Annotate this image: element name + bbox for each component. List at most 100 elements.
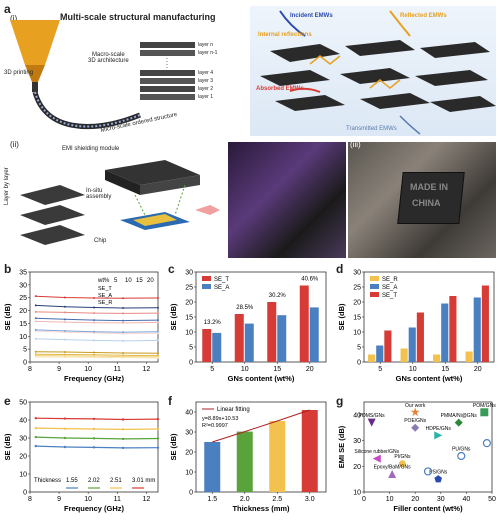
chart-d-bar xyxy=(376,345,384,362)
chart-c-ytick-label: 5 xyxy=(189,345,193,352)
photo-chip: MADE IN CHINA xyxy=(348,142,496,258)
chart-g-point-label: PMMA/Ni@GNs xyxy=(441,413,478,419)
chart-g-xtick-label: 0 xyxy=(362,496,366,503)
chart-d-ytick-label: 10 xyxy=(353,330,361,337)
chart-g-point xyxy=(482,439,491,448)
chart-b-ylabel: SE (dB) xyxy=(3,303,12,331)
chart-d-ytick-label: 30 xyxy=(353,270,361,277)
chart-f-ytick-label: 0 xyxy=(189,490,193,497)
chart-g-frame xyxy=(363,401,493,493)
chart-b-point xyxy=(63,318,66,321)
chart-e-series-line xyxy=(35,427,159,431)
chart-c-bar xyxy=(234,314,244,362)
chart-g-point xyxy=(454,418,463,427)
chart-c-legend-label: SE_T xyxy=(214,277,229,283)
chart-b-xtick-label: 8 xyxy=(28,366,32,373)
chart-e-point xyxy=(121,437,125,441)
chart-e-legend-label: 2.51 xyxy=(110,478,122,484)
chart-d-legend-swatch xyxy=(370,284,379,289)
chart-g-point xyxy=(388,470,397,478)
chart-b-ytick-label: 30 xyxy=(19,282,27,289)
chart-b-point xyxy=(63,329,66,332)
chart-c-bar xyxy=(244,323,254,362)
assembly-illustration xyxy=(20,160,220,245)
chart-c-ytick-label: 20 xyxy=(185,300,193,307)
chart-g-xtick-label: 50 xyxy=(488,496,496,503)
chart-b-legend-col: 5 xyxy=(114,278,118,284)
chart-e-ytick-label: 30 xyxy=(19,436,27,443)
chart-b-xtick-label: 9 xyxy=(57,366,61,373)
chart-f-xtick-label: 3.0 xyxy=(305,496,315,503)
chart-c-bar xyxy=(267,302,277,362)
chart-e-point xyxy=(63,445,67,449)
chart-g-point xyxy=(372,454,381,463)
chart-f-ytick-label: 10 xyxy=(185,470,193,477)
chart-c-ytick-label: 15 xyxy=(185,315,193,322)
layer-label-3: layer 3 xyxy=(198,78,214,84)
chart-e-point xyxy=(63,417,67,420)
chart-c-ytick-label: 25 xyxy=(185,285,193,292)
chart-b-xtick-label: 12 xyxy=(142,366,150,373)
chart-c-bar xyxy=(277,315,287,362)
chart-b-point xyxy=(122,321,125,324)
chart-f-ylabel: SE (dB) xyxy=(169,433,178,461)
chart-b-series-line xyxy=(35,295,159,299)
chart-b-point xyxy=(63,338,66,341)
chart-g-point xyxy=(434,431,443,440)
chart-e-point xyxy=(63,436,67,440)
layer-label-2: layer 2 xyxy=(198,86,214,92)
chart-f-ytick-label: 30 xyxy=(185,430,193,437)
chart-c-ytick-label: 10 xyxy=(185,330,193,337)
chart-f-xtick-label: 2.0 xyxy=(240,496,250,503)
panel-f-letter: f xyxy=(168,394,172,408)
chart-b-legend-col: 15 xyxy=(136,278,143,284)
chart-e-point xyxy=(63,427,67,430)
chart-g-point xyxy=(480,408,489,417)
chart-f-ytick-label: 20 xyxy=(185,450,193,457)
nozzle-shape xyxy=(10,20,60,65)
label-transmitted: Transmitted EMWs xyxy=(346,126,397,132)
chart-g-ytick-label: 30 xyxy=(353,438,361,445)
chart-d-bar xyxy=(408,327,416,362)
chart-d-ytick-label: 5 xyxy=(357,345,361,352)
chart-e-legend-label: 1.55 xyxy=(66,478,78,484)
chart-b-xlabel: Frequency (GHz) xyxy=(64,374,125,383)
label-absorbed: Absorbed EMWs xyxy=(256,86,304,92)
chart-c-annotation: 28.5% xyxy=(236,305,254,311)
chart-b-ytick-label: 35 xyxy=(19,270,27,277)
chart-e-series-line xyxy=(35,417,159,421)
label-chip: Chip xyxy=(94,238,107,244)
chart-c-bar xyxy=(212,332,222,362)
chart-d-ytick-label: 15 xyxy=(353,315,361,322)
chart-b-point xyxy=(63,321,66,324)
chart-e-series-line xyxy=(35,436,159,440)
chart-d-xtick-label: 20 xyxy=(474,366,482,373)
chart-d-xlabel: GNs content (wt%) xyxy=(396,374,463,383)
chart-c-legend-label: SE_A xyxy=(214,285,229,291)
panel-iii-sub: (iii) xyxy=(350,140,361,149)
chart-c-annotation: 30.2% xyxy=(269,293,287,299)
chart-g-point-label: PDMS/GNs xyxy=(359,413,385,419)
panel-a-letter: a xyxy=(4,2,11,16)
chart-g-ytick-label: 20 xyxy=(353,464,361,471)
chart-g-xtick-label: 30 xyxy=(437,496,445,503)
chart-b-point xyxy=(63,350,66,353)
chart-f-xtick-label: 1.5 xyxy=(207,496,217,503)
chart-g-ytick-label: 40 xyxy=(353,412,361,419)
chart-e-ytick-label: 20 xyxy=(19,454,27,461)
chart-b-frame xyxy=(29,271,159,363)
layer-stack xyxy=(140,42,195,100)
chart-g-point xyxy=(411,423,420,432)
chart-b-point xyxy=(122,319,125,322)
chart-f-bar xyxy=(269,421,286,492)
chart-g-ytick-label: 10 xyxy=(353,490,361,497)
chart-g-point-label: Silicone rubber/GNs xyxy=(354,449,399,455)
chart-b-point xyxy=(34,317,37,320)
chart-b-legend-col: 10 xyxy=(125,278,132,284)
chart-d-ytick-label: 20 xyxy=(353,300,361,307)
chart-d-ytick-label: 25 xyxy=(353,285,361,292)
chart-c-annotation: 40.6% xyxy=(301,277,319,283)
chart-e-point xyxy=(92,417,96,421)
chart-g-point-label: PU/GNs xyxy=(452,447,471,453)
